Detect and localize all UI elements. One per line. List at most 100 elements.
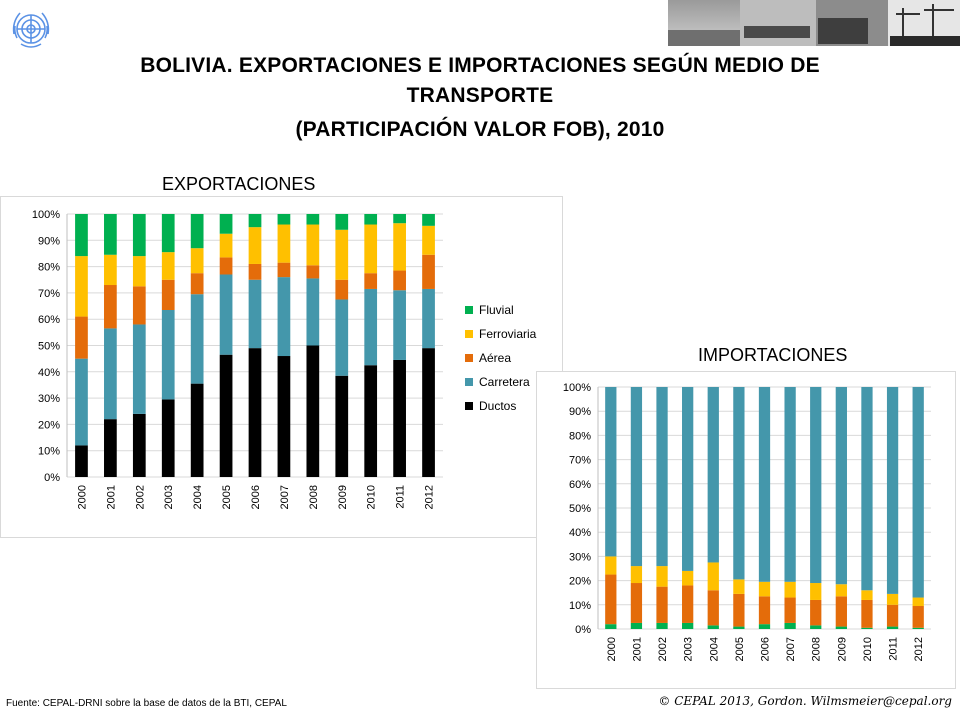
- import-bar-fluvial-2009: [835, 626, 847, 629]
- import-xtick-label: 2001: [631, 637, 643, 661]
- import-bar-fluvial-2003: [682, 622, 694, 629]
- export-xtick-label: 2003: [163, 485, 175, 509]
- export-bar-fluvial-2010: [364, 214, 378, 225]
- import-bar-ferroviaria-2002: [656, 566, 668, 587]
- export-bar-ferroviaria-2001: [104, 254, 117, 286]
- legend-label-ductos: Ductos: [479, 399, 516, 413]
- import-chart-panel: 0% 10% 20% 30% 40% 50% 60% 70% 80% 90% 100% 2000 200…: [536, 371, 956, 689]
- export-bar-aerea-2007: [277, 262, 291, 278]
- export-bar-ferroviaria-2011: [393, 223, 406, 271]
- import-bar-fluvial-2008: [810, 625, 822, 629]
- import-bar-ferroviaria-2008: [810, 583, 822, 600]
- export-ytick-label: 10%: [38, 446, 60, 458]
- import-bar-aerea-2012: [912, 606, 924, 628]
- legend-swatch-fluvial: [465, 306, 473, 314]
- export-bar-aerea-2010: [364, 273, 378, 289]
- import-bar-ferroviaria-2005: [733, 579, 745, 594]
- export-xtick-label: 2001: [105, 485, 117, 509]
- import-ytick-label: 50%: [569, 503, 591, 515]
- export-bar-carretera-2010: [364, 288, 378, 366]
- import-bar-carretera-2000: [605, 387, 617, 557]
- export-bar-ductos-2008: [306, 345, 320, 477]
- export-ytick-label: 0%: [44, 472, 60, 484]
- legend-swatch-ductos: [465, 402, 473, 410]
- export-ytick-label: 60%: [38, 314, 60, 326]
- port-photo-banner: [668, 0, 960, 46]
- import-bar-ferroviaria-2003: [682, 570, 694, 586]
- import-xtick-label: 2005: [734, 637, 746, 661]
- legend-swatch-aerea: [465, 354, 473, 362]
- import-xtick-label: 2012: [913, 637, 925, 661]
- import-xtick-label: 2008: [811, 637, 823, 661]
- import-bar-fluvial-2000: [605, 624, 617, 629]
- export-bar-carretera-2011: [393, 290, 406, 360]
- export-bar-ferroviaria-2009: [335, 229, 349, 280]
- import-xtick-label: 2007: [785, 637, 797, 661]
- import-bar-carretera-2008: [810, 387, 822, 584]
- export-xtick-label: 2000: [76, 485, 88, 509]
- export-bar-fluvial-2012: [422, 214, 435, 226]
- legend-swatch-carretera: [465, 378, 473, 386]
- import-bar-ferroviaria-2004: [707, 562, 719, 591]
- export-bar-ductos-2011: [393, 359, 406, 477]
- import-bar-carretera-2012: [912, 387, 924, 598]
- slide-title-line1: BOLIVIA. EXPORTACIONES E IMPORTACIONES S…: [140, 54, 820, 77]
- export-xtick-label: 2007: [279, 485, 291, 509]
- export-bar-ductos-2007: [277, 356, 291, 477]
- export-chart-title: EXPORTACIONES: [162, 174, 316, 194]
- import-ytick-label: 60%: [569, 479, 591, 491]
- import-chart-title: IMPORTACIONES: [698, 345, 848, 365]
- import-xtick-label: 2004: [708, 637, 720, 661]
- import-bar-fluvial-2005: [733, 626, 745, 629]
- export-bar-ductos-2012: [422, 348, 435, 477]
- export-bar-ductos-2002: [132, 413, 146, 477]
- slide-title-line3: (PARTICIPACIÓN VALOR FOB), 2010: [295, 118, 665, 141]
- copyright-note: © CEPAL 2013, Gordon. Wilmsmeier@cepal.o…: [658, 694, 952, 708]
- export-bar-fluvial-2005: [219, 214, 233, 234]
- import-bar-aerea-2001: [630, 583, 643, 623]
- slide-title-line2: TRANSPORTE: [406, 84, 554, 107]
- import-ytick-label: 70%: [569, 455, 591, 467]
- export-bar-fluvial-2001: [104, 214, 117, 255]
- export-bar-carretera-2003: [161, 309, 175, 400]
- legend-label-carretera: Carretera: [479, 375, 530, 389]
- export-bar-fluvial-2008: [306, 214, 320, 225]
- export-bar-carretera-2002: [132, 324, 146, 414]
- import-bar-carretera-2011: [886, 387, 899, 594]
- import-bar-ferroviaria-2007: [784, 581, 796, 598]
- import-bar-fluvial-2011: [886, 626, 899, 629]
- export-bar-fluvial-2007: [277, 214, 291, 225]
- export-xtick-label: 2008: [308, 485, 320, 509]
- legend-swatch-ferroviaria: [465, 330, 473, 338]
- import-bar-fluvial-2012: [912, 627, 924, 629]
- import-bar-aerea-2003: [682, 585, 694, 623]
- export-bar-ferroviaria-2002: [132, 256, 146, 287]
- import-bar-fluvial-2001: [630, 622, 643, 629]
- import-bar-ferroviaria-2011: [886, 593, 899, 605]
- export-ytick-label: 20%: [38, 419, 60, 431]
- export-xtick-label: 2005: [221, 485, 233, 509]
- export-bar-fluvial-2004: [190, 214, 204, 249]
- import-bar-ferroviaria-2012: [912, 597, 924, 607]
- export-bar-ductos-2000: [75, 445, 88, 477]
- export-xtick-label: 2009: [337, 485, 349, 509]
- export-ytick-label: 90%: [38, 235, 60, 247]
- export-bar-ferroviaria-2000: [75, 256, 88, 317]
- export-bar-carretera-2006: [248, 279, 262, 349]
- import-chart: 0% 10% 20% 30% 40% 50% 60% 70% 80% 90% 100% 2000 200…: [563, 382, 931, 661]
- export-bar-fluvial-2000: [75, 214, 88, 257]
- export-bar-ferroviaria-2004: [190, 248, 204, 274]
- import-bar-carretera-2002: [656, 387, 668, 567]
- export-bar-ferroviaria-2008: [306, 224, 320, 266]
- export-chart: 0% 10% 20% 30% 40% 50% 60% 70% 80% 90% 100% 2000 200…: [32, 209, 537, 509]
- export-ytick-label: 40%: [38, 367, 60, 379]
- export-bar-ductos-2001: [104, 419, 117, 477]
- export-ytick-label: 30%: [38, 393, 60, 405]
- export-bar-fluvial-2002: [132, 214, 146, 257]
- import-ytick-label: 30%: [569, 551, 591, 563]
- export-bar-aerea-2003: [161, 279, 175, 310]
- export-ytick-label: 70%: [38, 288, 60, 300]
- export-bar-ductos-2005: [219, 354, 233, 477]
- export-bar-ferroviaria-2006: [248, 227, 262, 264]
- export-bar-carretera-2007: [277, 277, 291, 357]
